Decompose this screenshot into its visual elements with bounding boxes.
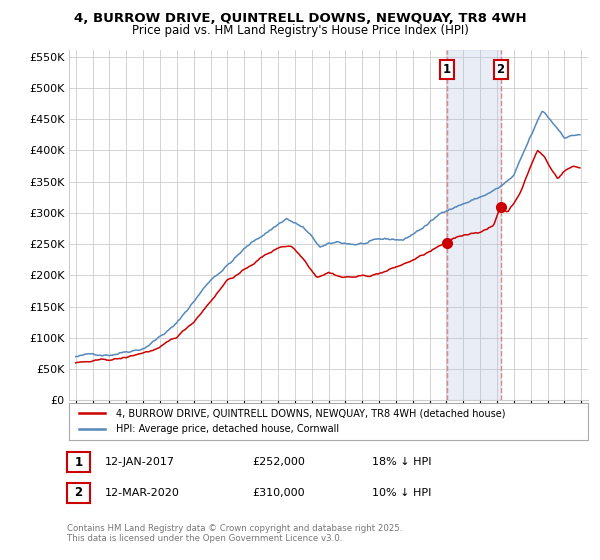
Text: £252,000: £252,000 bbox=[252, 457, 305, 467]
Text: Price paid vs. HM Land Registry's House Price Index (HPI): Price paid vs. HM Land Registry's House … bbox=[131, 24, 469, 36]
Text: Contains HM Land Registry data © Crown copyright and database right 2025.
This d: Contains HM Land Registry data © Crown c… bbox=[67, 524, 403, 543]
Text: 18% ↓ HPI: 18% ↓ HPI bbox=[372, 457, 431, 467]
Bar bbox=[447, 50, 500, 400]
Text: 1: 1 bbox=[74, 455, 83, 469]
Text: 12-MAR-2020: 12-MAR-2020 bbox=[105, 488, 180, 498]
Text: HPI: Average price, detached house, Cornwall: HPI: Average price, detached house, Corn… bbox=[116, 424, 339, 435]
Text: £310,000: £310,000 bbox=[252, 488, 305, 498]
Text: 2: 2 bbox=[74, 486, 83, 500]
Text: 4, BURROW DRIVE, QUINTRELL DOWNS, NEWQUAY, TR8 4WH: 4, BURROW DRIVE, QUINTRELL DOWNS, NEWQUA… bbox=[74, 12, 526, 25]
Text: 10% ↓ HPI: 10% ↓ HPI bbox=[372, 488, 431, 498]
Text: 2: 2 bbox=[496, 63, 505, 76]
Text: 12-JAN-2017: 12-JAN-2017 bbox=[105, 457, 175, 467]
Text: 4, BURROW DRIVE, QUINTRELL DOWNS, NEWQUAY, TR8 4WH (detached house): 4, BURROW DRIVE, QUINTRELL DOWNS, NEWQUA… bbox=[116, 408, 505, 418]
Text: 1: 1 bbox=[443, 63, 451, 76]
